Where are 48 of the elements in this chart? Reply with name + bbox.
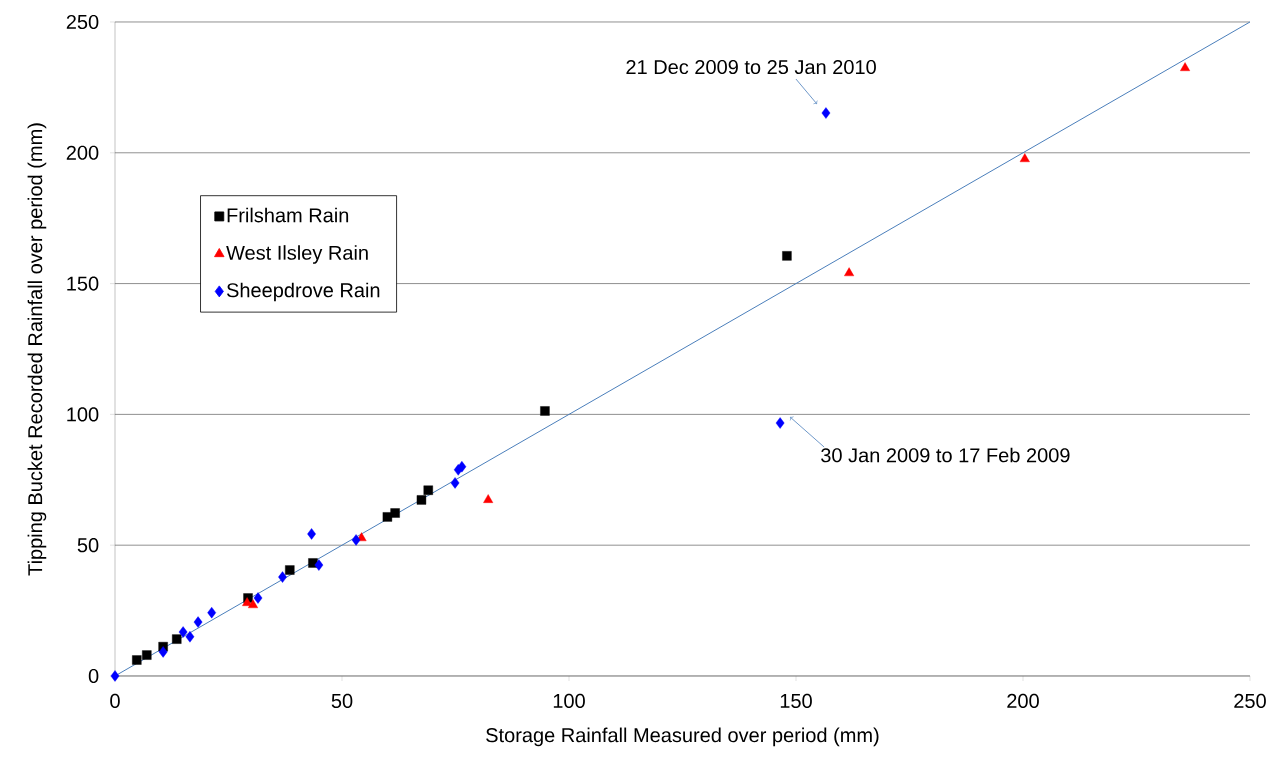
- y-tick-label: 150: [67, 276, 99, 291]
- point: [193, 616, 203, 628]
- point: [844, 267, 855, 277]
- point: [307, 528, 316, 540]
- point: [483, 494, 494, 503]
- point: [775, 417, 785, 429]
- point: [142, 650, 152, 660]
- y-tick-label: 100: [67, 407, 99, 422]
- x-tick-label: 200: [1007, 693, 1039, 709]
- point: [253, 592, 263, 604]
- annotation: 30 Jan 2009 to 17 Feb 2009: [821, 447, 1070, 463]
- point: [351, 534, 361, 546]
- point: [457, 461, 467, 473]
- point: [185, 631, 195, 643]
- y-axis-title: Tipping Bucket Recorded Rainfall over period (mm): [27, 123, 47, 576]
- point: [178, 626, 188, 638]
- legend-label: Sheepdrove Rain: [226, 282, 380, 302]
- point: [314, 559, 324, 571]
- point: [172, 634, 182, 644]
- point: [450, 477, 460, 489]
- point: [540, 406, 550, 416]
- y-tick-label: 0: [88, 668, 99, 684]
- legend-label: Frilsham Rain: [227, 207, 349, 223]
- point: [132, 655, 142, 665]
- point: [207, 606, 217, 619]
- point: [158, 646, 168, 658]
- point: [110, 670, 120, 682]
- point: [821, 107, 831, 119]
- x-axis-title: Storage Rainfall Measured over period (mm): [486, 727, 879, 747]
- point: [1019, 153, 1030, 163]
- x-tick-label: 50: [331, 693, 353, 709]
- annotation: 21 Dec 2009 to 25 Jan 2010: [626, 59, 876, 75]
- x-tick-label: 0: [110, 693, 120, 709]
- point: [390, 508, 400, 518]
- legend-label: West Ilsley Rain: [226, 245, 368, 264]
- x-tick-label: 150: [780, 693, 812, 709]
- y-tick-label: 200: [66, 145, 99, 160]
- point: [278, 571, 287, 583]
- point: [782, 251, 792, 261]
- point: [423, 485, 433, 495]
- y-tick-label: 250: [66, 14, 99, 30]
- x-tick-label: 250: [1234, 693, 1266, 709]
- point: [416, 495, 427, 505]
- x-tick-label: 100: [553, 693, 585, 709]
- y-tick-label: 50: [77, 538, 99, 553]
- point: [248, 599, 258, 609]
- point: [285, 565, 295, 575]
- point: [1180, 62, 1191, 71]
